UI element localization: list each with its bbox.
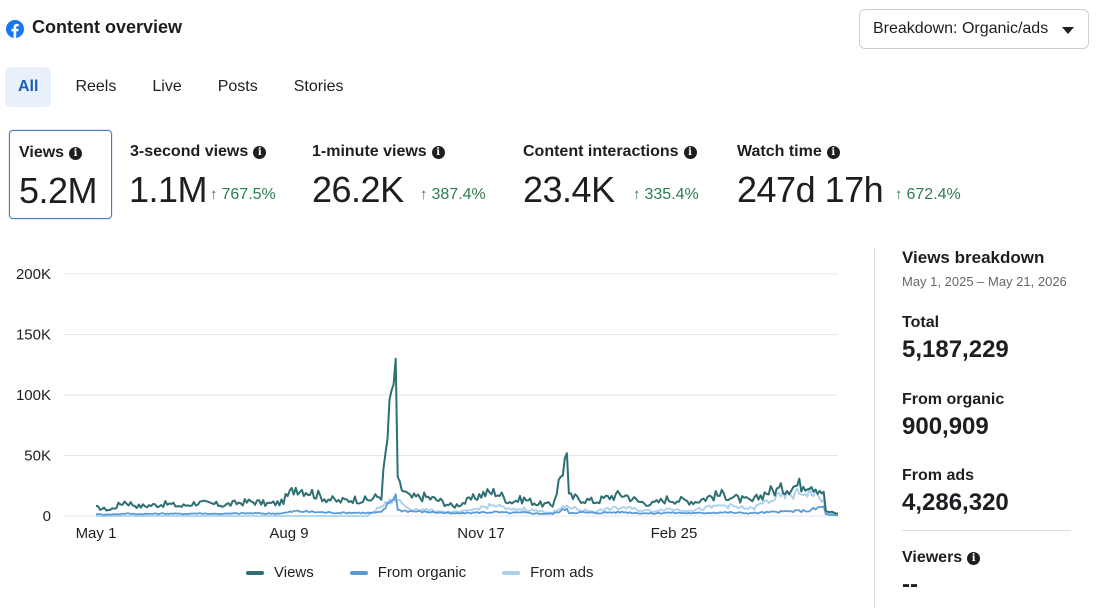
series-line-from-ads[interactable] [96, 487, 838, 517]
info-icon[interactable]: i [431, 145, 445, 159]
metric-value: 5.2M [19, 170, 98, 211]
series-line-from-organic[interactable] [95, 493, 839, 517]
views-chart: 0 50K 100K 150K 200K May 1 Aug 9 Nov 17 Feb 25 [0, 240, 860, 608]
metric-value: 23.4K [523, 169, 615, 210]
tab-all[interactable]: All [5, 67, 52, 107]
ads-block: From ads 4,286,320 [902, 467, 1009, 517]
metric-label: 1-minute views [312, 143, 427, 160]
viewers-block: Viewers i -- [902, 549, 981, 599]
y-tick-label: 200K [16, 266, 51, 283]
legend-swatch [502, 570, 521, 575]
arrow-up-icon: ↑ [633, 186, 641, 203]
metric-views[interactable]: Views i 5.2M [9, 130, 112, 219]
arrow-up-icon: ↑ [420, 186, 428, 203]
metric-label: Views [19, 144, 65, 161]
legend-swatch [349, 570, 368, 575]
metric-3-second-views[interactable]: 3-second views i 1.1M ↑ 767.5% [129, 130, 304, 219]
breakdown-title: Views breakdown [902, 248, 1045, 267]
metric-label: Watch time [737, 143, 822, 160]
total-label: Total [902, 314, 940, 331]
legend-item-ads[interactable]: From ads [502, 564, 593, 581]
caret-down-icon [1062, 27, 1074, 34]
tab-live[interactable]: Live [152, 78, 182, 95]
metric-value: 1.1M [129, 169, 208, 210]
y-tick-label: 100K [16, 387, 51, 404]
metric-value: 26.2K [312, 169, 404, 210]
x-tick-label: Aug 9 [269, 525, 308, 542]
tab-stories[interactable]: Stories [293, 78, 344, 95]
page-title: Content overview [32, 17, 183, 37]
panel-separator [902, 530, 1071, 531]
ads-label: From ads [902, 467, 975, 484]
ads-value: 4,286,320 [902, 489, 1009, 516]
breakdown-dropdown-label: Breakdown: Organic/ads [873, 20, 1049, 37]
info-icon[interactable]: i [826, 145, 840, 159]
panel-divider [874, 248, 875, 608]
breakdown-dropdown[interactable]: Breakdown: Organic/ads [859, 9, 1089, 49]
x-tick-label: Feb 25 [651, 525, 698, 542]
content-type-tabs: All Reels Live Posts Stories [5, 67, 368, 107]
arrow-up-icon: ↑ [210, 186, 218, 203]
views-breakdown-panel: Views breakdown May 1, 2025 – May 21, 20… [902, 248, 1092, 598]
breakdown-date-range: May 1, 2025 – May 21, 2026 [902, 274, 1067, 289]
series-line-views[interactable] [95, 357, 839, 515]
legend-item-views[interactable]: Views [246, 564, 314, 581]
y-tick-label: 0 [43, 508, 51, 525]
metric-change: ↑ 335.4% [633, 186, 699, 203]
organic-label: From organic [902, 391, 1005, 408]
chart-legend: Views From organic From ads [246, 564, 629, 581]
info-icon[interactable]: i [967, 551, 981, 565]
info-icon[interactable]: i [683, 145, 697, 159]
organic-block: From organic 900,909 [902, 391, 1004, 441]
metric-value: 247d 17h [737, 169, 884, 210]
viewers-value: -- [902, 571, 918, 598]
total-block: Total 5,187,229 [902, 314, 1009, 364]
metric-label: 3-second views [130, 143, 249, 160]
facebook-icon [6, 20, 24, 38]
y-tick-label: 50K [24, 448, 51, 465]
x-tick-label: May 1 [76, 525, 117, 542]
metric-1-minute-views[interactable]: 1-minute views i 26.2K ↑ 387.4% [312, 130, 512, 219]
viewers-label: Viewers [902, 549, 963, 566]
metric-content-interactions[interactable]: Content interactions i 23.4K ↑ 335.4% [523, 130, 723, 219]
metric-change: ↑ 387.4% [420, 186, 486, 203]
views-line-chart[interactable]: 0 50K 100K 150K 200K May 1 Aug 9 Nov 17 Feb 25 [0, 240, 860, 560]
tab-posts[interactable]: Posts [217, 78, 258, 95]
info-icon[interactable]: i [253, 145, 267, 159]
metric-label: Content interactions [523, 143, 679, 160]
y-tick-label: 150K [16, 327, 51, 344]
legend-item-organic[interactable]: From organic [349, 564, 466, 581]
metric-watch-time[interactable]: Watch time i 247d 17h ↑ 672.4% [737, 130, 982, 219]
tab-reels[interactable]: Reels [75, 78, 117, 95]
metric-change: ↑ 672.4% [895, 186, 961, 203]
x-tick-label: Nov 17 [457, 525, 505, 542]
header: Content overview Breakdown: Organic/ads [0, 0, 1102, 60]
arrow-up-icon: ↑ [895, 186, 903, 203]
info-icon[interactable]: i [69, 146, 83, 160]
total-value: 5,187,229 [902, 336, 1009, 363]
organic-value: 900,909 [902, 413, 989, 440]
metric-change: ↑ 767.5% [210, 186, 276, 203]
legend-swatch [246, 570, 264, 575]
